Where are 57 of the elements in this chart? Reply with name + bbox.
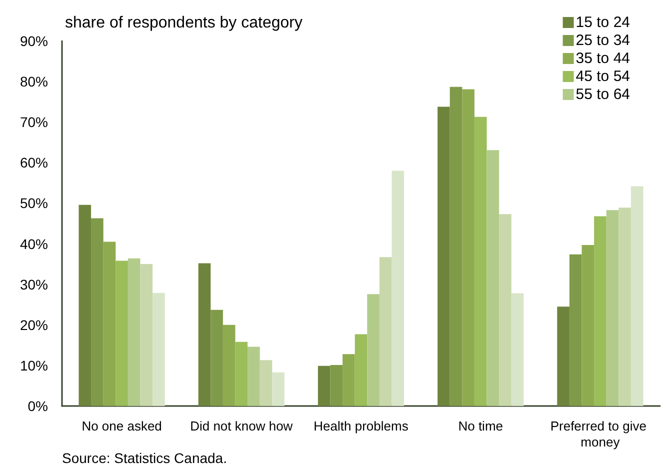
bar [392, 170, 404, 406]
bar [222, 324, 236, 406]
y-tick-label: 70% [20, 114, 48, 130]
bar [103, 242, 116, 406]
x-tick-label: No time [458, 418, 503, 434]
y-tick-label: 90% [20, 33, 48, 49]
bar [438, 106, 450, 406]
bar [450, 86, 462, 406]
bar [272, 372, 284, 406]
legend-label: 45 to 54 [576, 68, 630, 85]
bar [330, 365, 343, 406]
x-tick-label: No one asked [82, 418, 162, 434]
y-tick-label: 20% [20, 316, 48, 333]
bar [582, 244, 594, 406]
bar [91, 218, 104, 406]
y-tick-label: 80% [20, 74, 48, 90]
legend-label: 35 to 44 [576, 50, 630, 67]
bar [486, 150, 500, 406]
x-tick-label: Preferred to give money [550, 418, 650, 450]
bar [511, 293, 524, 406]
bar [140, 264, 153, 406]
chart-title: share of respondents by category [65, 14, 302, 32]
y-tick-label: 0% [28, 398, 48, 414]
y-tick-label: 10% [20, 357, 48, 374]
bar [557, 306, 570, 406]
bar [474, 116, 487, 406]
bar [367, 294, 380, 406]
bar [630, 186, 644, 406]
bar [606, 210, 619, 406]
bar [260, 360, 272, 406]
x-tick-label: Health problems [314, 418, 409, 434]
source-note: Source: Statistics Canada. [62, 450, 227, 466]
bar [198, 263, 211, 406]
bar [379, 257, 392, 406]
legend-label: 25 to 34 [576, 32, 630, 49]
bar [618, 208, 631, 406]
legend-label: 55 to 64 [576, 86, 630, 103]
bar [128, 258, 140, 406]
y-tick-label: 30% [20, 276, 48, 292]
bar [248, 346, 260, 406]
bar [462, 89, 474, 406]
y-tick-label: 50% [20, 195, 48, 212]
bar [152, 292, 165, 406]
bar [569, 254, 582, 406]
bar [594, 216, 606, 406]
bar [318, 366, 330, 406]
bar [354, 334, 368, 406]
bar [235, 342, 248, 406]
bar [210, 310, 223, 406]
bar [116, 260, 128, 406]
bar [499, 214, 512, 406]
bar [78, 204, 92, 406]
y-tick-label: 40% [20, 236, 48, 252]
legend-label: 15 to 24 [576, 14, 630, 31]
x-tick-label: Did not know how [190, 418, 294, 434]
bar [342, 354, 355, 406]
y-tick-label: 60% [20, 154, 48, 171]
